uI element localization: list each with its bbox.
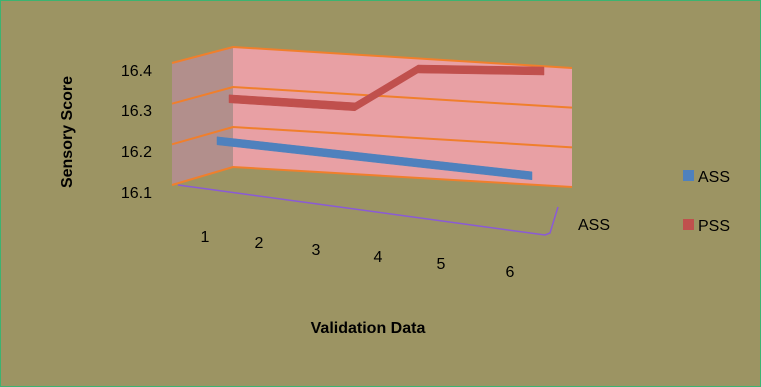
y-tick-label: 16.1	[121, 185, 152, 202]
series-segment	[468, 164, 533, 181]
y-tick-label: 16.3	[121, 103, 152, 120]
legend-swatch	[683, 219, 694, 230]
legend-swatch	[683, 170, 694, 181]
x-tick-label: 6	[506, 264, 515, 281]
depth-tick-label: ASS	[578, 217, 610, 234]
series-pss	[228, 64, 545, 112]
x-tick-label: 2	[255, 235, 264, 252]
x-tick-label: 3	[312, 242, 321, 259]
x-tick-label: 4	[374, 249, 383, 266]
legend-label: ASS	[698, 169, 730, 186]
gridline	[171, 45, 573, 69]
side-wall	[172, 47, 233, 185]
y-tick-label: 16.2	[121, 144, 152, 161]
gridlines	[171, 45, 573, 188]
gridline	[171, 125, 573, 149]
floor-edge	[177, 184, 559, 236]
legend-label: PSS	[698, 218, 730, 235]
series-ass	[216, 136, 533, 181]
x-axis-title: Validation Data	[311, 320, 426, 337]
x-tick-label: 5	[437, 256, 446, 273]
legend: ASS PSS	[683, 169, 730, 235]
chart-floor	[177, 184, 559, 236]
gridline	[171, 165, 573, 188]
y-tick-label: 16.4	[121, 63, 152, 80]
series-layer	[216, 64, 545, 181]
series-segment	[480, 65, 545, 76]
x-tick-label: 1	[201, 229, 210, 246]
y-axis-title: Sensory Score	[59, 76, 76, 188]
series-segment	[417, 64, 482, 75]
gridline	[171, 85, 573, 109]
